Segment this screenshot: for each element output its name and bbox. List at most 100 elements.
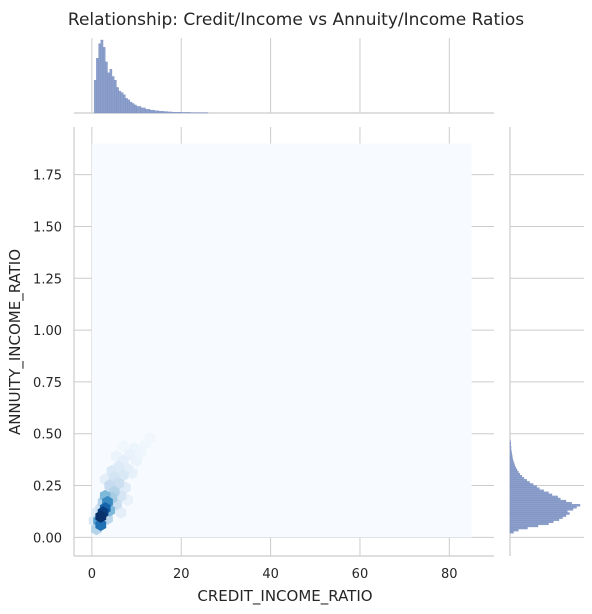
- y-tick-label: 1.75: [33, 169, 62, 184]
- y-marginal-bar: [509, 477, 525, 480]
- y-marginal-bar: [509, 460, 514, 463]
- x-marginal-bar: [136, 106, 142, 114]
- y-marginal-bar: [509, 479, 527, 482]
- y-marginal-bar: [509, 510, 568, 513]
- x-axis-ticks: 0 20 40 60 80: [88, 567, 458, 582]
- x-marginal-bar: [109, 69, 113, 114]
- y-marginal-bar: [509, 454, 513, 457]
- axes-spines: [73, 127, 494, 557]
- y-marginal-histogram: [509, 127, 584, 556]
- y-marginal-bar: [509, 489, 544, 492]
- x-marginal-bar: [181, 112, 191, 114]
- x-marginal-bar: [149, 109, 155, 114]
- x-marginal-bar: [96, 58, 99, 114]
- y-marginal-bar: [509, 466, 517, 470]
- y-tick-label: 0.00: [33, 531, 62, 546]
- x-marginal-bar: [100, 39, 104, 114]
- hexbin-cell: [140, 437, 151, 451]
- x-marginal-bar: [145, 109, 151, 114]
- x-marginal-bar: [127, 99, 131, 114]
- y-marginal-bar: [509, 462, 515, 465]
- x-marginal-bar: [158, 111, 164, 114]
- y-marginal-bar: [509, 456, 513, 459]
- y-axis-label: ANNUITY_INCOME_RATIO: [6, 249, 25, 435]
- hexbin-cell: [117, 440, 129, 453]
- hexbin-cell: [113, 477, 125, 490]
- y-marginal-bar: [509, 458, 513, 461]
- x-marginal-bar: [167, 111, 173, 114]
- y-marginal-bar: [509, 508, 574, 511]
- x-marginal-bar: [98, 43, 101, 114]
- x-tick-label: 60: [352, 567, 369, 582]
- y-marginal-bar: [509, 468, 518, 472]
- y-marginal-bar: [509, 528, 519, 532]
- x-marginal-bar: [163, 111, 168, 114]
- y-marginal-bar: [509, 485, 537, 488]
- y-tick-label: 1.50: [33, 220, 62, 235]
- hexbin-cell: [117, 469, 129, 482]
- y-marginal-bar: [509, 506, 577, 509]
- x-tick-label: 40: [262, 567, 279, 582]
- y-marginal-bar: [509, 441, 511, 447]
- y-tick-label: 1.00: [33, 324, 62, 339]
- y-marginal-bar: [509, 524, 539, 528]
- hexbin-cell: [95, 518, 107, 532]
- x-axis-label: CREDIT_INCOME_RATIO: [197, 587, 372, 606]
- y-marginal-bar: [509, 481, 530, 484]
- y-marginal-bar: [509, 518, 560, 521]
- x-marginal-bar: [131, 103, 135, 114]
- x-marginal-bar: [129, 101, 133, 114]
- hexbin-cell: [115, 506, 127, 519]
- x-marginal-bar: [107, 72, 110, 114]
- x-tick-label: 80: [441, 567, 458, 582]
- x-marginal-bar: [111, 76, 115, 114]
- x-marginal-bar: [114, 80, 117, 114]
- y-marginal-bar: [509, 475, 523, 478]
- y-marginal-bar: [509, 495, 558, 499]
- x-marginal-bar: [172, 112, 182, 114]
- y-marginal-bar: [509, 522, 549, 526]
- y-marginal-bar: [509, 501, 572, 505]
- x-marginal-bar: [134, 104, 137, 114]
- x-marginal-bar: [102, 47, 106, 114]
- y-marginal-bar: [509, 520, 554, 523]
- hexbin-layer: [88, 143, 472, 538]
- y-tick-label: 1.25: [33, 272, 62, 287]
- y-marginal-bar: [509, 446, 512, 451]
- y-marginal-bar: [509, 493, 553, 497]
- x-marginal-bar: [118, 90, 122, 114]
- y-marginal-bar: [509, 487, 540, 490]
- y-marginal-bar: [509, 491, 549, 494]
- hexbin-background: [91, 143, 472, 538]
- x-marginal-bar: [105, 61, 108, 114]
- y-marginal-bar: [509, 526, 528, 530]
- hexbin-plot-area: 0 20 40 60 80 0.00 0.25 0.50 0.75 1.00 1.25 1.50 1.…: [33, 127, 494, 582]
- y-axis-ticks: 0.00 0.25 0.50 0.75 1.00 1.25 1.50 1.75: [33, 169, 62, 547]
- x-marginal-bar: [140, 107, 146, 114]
- y-marginal-bar: [509, 516, 563, 519]
- y-tick-label: 0.75: [33, 376, 62, 391]
- chart-title: Relationship: Credit/Income vs Annuity/I…: [68, 10, 524, 30]
- y-marginal-bar: [509, 470, 519, 474]
- y-marginal-bar: [509, 530, 514, 534]
- y-tick-label: 0.50: [33, 428, 62, 443]
- x-marginal-bar: [93, 80, 97, 114]
- x-marginal-histogram: [74, 38, 494, 114]
- x-marginal-bar: [125, 98, 128, 114]
- x-tick-label: 0: [88, 567, 96, 582]
- x-marginal-bar: [120, 92, 124, 114]
- y-marginal-bar: [509, 464, 516, 468]
- y-marginal-bar: [509, 472, 520, 476]
- y-marginal-bar: [509, 450, 512, 453]
- x-marginal-bar: [154, 110, 160, 114]
- x-tick-label: 20: [173, 567, 190, 582]
- x-marginal-bar: [116, 87, 119, 114]
- y-marginal-bar: [509, 483, 534, 486]
- x-marginal-bar: [122, 94, 126, 114]
- hexbin-cell: [95, 510, 107, 523]
- y-marginal-bar: [509, 497, 561, 501]
- y-tick-label: 0.25: [33, 480, 62, 495]
- y-marginal-bar: [509, 499, 567, 503]
- y-marginal-bar: [509, 514, 567, 517]
